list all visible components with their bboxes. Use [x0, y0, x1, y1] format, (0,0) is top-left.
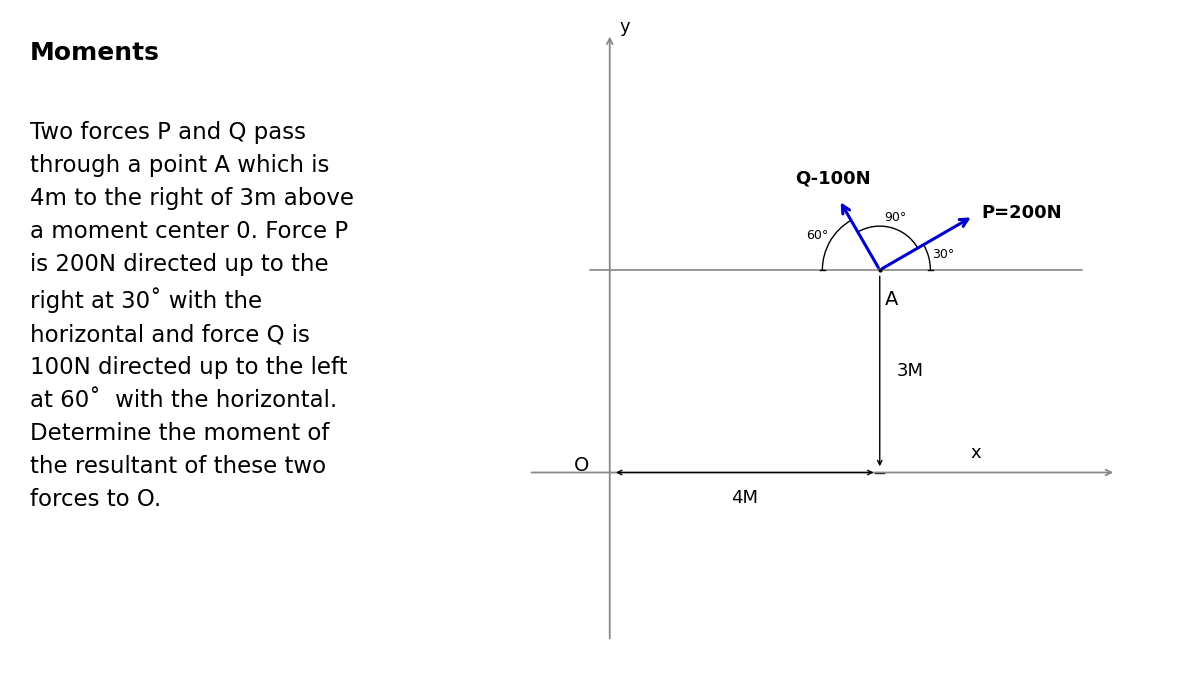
Text: y: y [620, 18, 630, 36]
Text: P=200N: P=200N [982, 204, 1062, 221]
Text: 3M: 3M [896, 362, 924, 380]
Text: 90°: 90° [884, 211, 906, 224]
Text: Q-100N: Q-100N [794, 169, 870, 188]
Text: Moments: Moments [30, 40, 160, 65]
Text: x: x [971, 444, 982, 462]
Text: 4M: 4M [731, 489, 758, 508]
Text: 30°: 30° [932, 248, 954, 261]
Text: A: A [886, 290, 899, 309]
Text: O: O [574, 456, 589, 475]
Text: Two forces P and Q pass
through a point A which is
4m to the right of 3m above
a: Two forces P and Q pass through a point … [30, 122, 354, 511]
Text: 60°: 60° [806, 229, 828, 242]
